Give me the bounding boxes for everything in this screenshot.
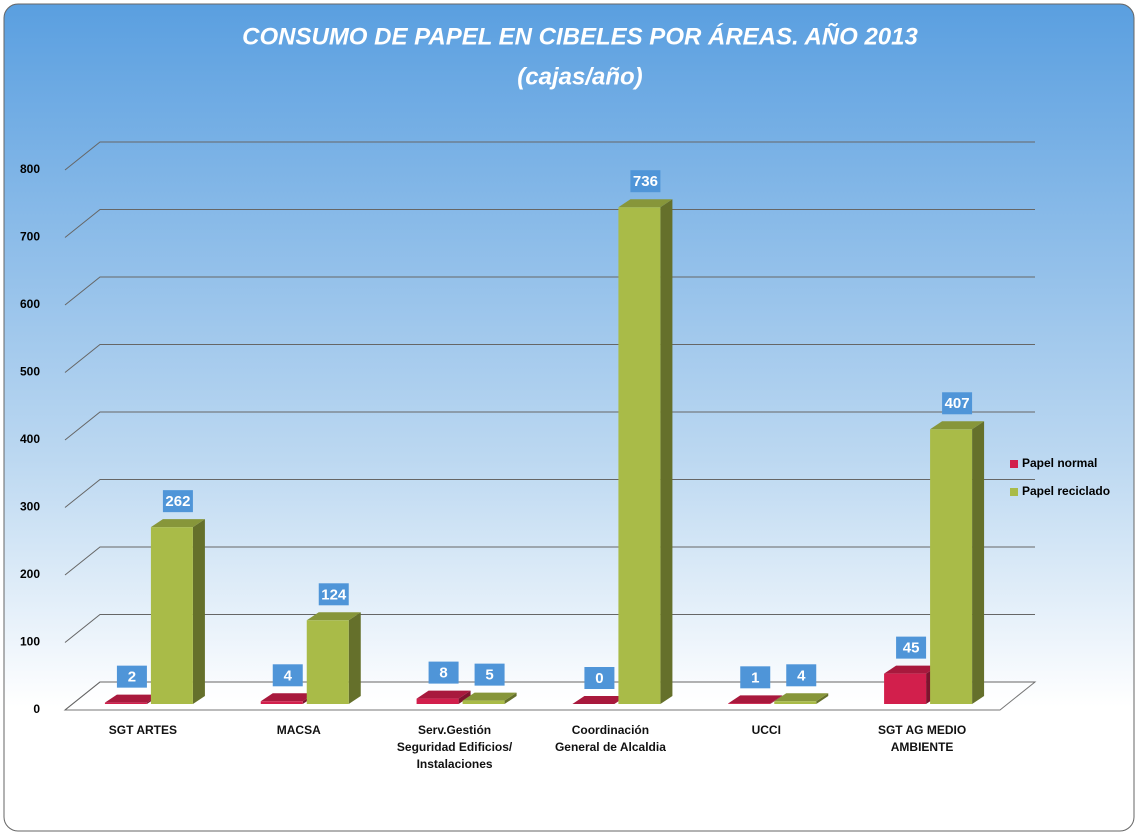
bar [150, 527, 193, 704]
value-label-box [318, 583, 349, 606]
bar-top [930, 421, 985, 430]
bar-top [884, 665, 939, 674]
value-label: 1 [751, 669, 759, 686]
bar [306, 620, 349, 704]
y-tick-label: 800 [20, 162, 40, 176]
value-label: 736 [633, 173, 658, 190]
bar-side [458, 690, 471, 704]
bar-top [306, 612, 361, 621]
value-label: 262 [165, 493, 190, 510]
bar-side [348, 612, 361, 704]
value-label-box [630, 170, 661, 193]
value-label-box [162, 490, 193, 513]
value-label-box [428, 661, 459, 684]
value-label-box [896, 636, 927, 659]
grid-line [64, 546, 1035, 576]
bar-side [504, 692, 517, 704]
y-tick-label: 300 [20, 500, 40, 514]
bar [728, 703, 771, 704]
legend-label: Papel reciclado [1022, 484, 1110, 498]
legend-swatch [1010, 488, 1018, 496]
grid-line [64, 479, 1035, 508]
bar-side [192, 519, 205, 704]
value-label: 4 [797, 667, 806, 684]
value-label: 407 [945, 395, 970, 412]
x-tick-label: SGT ARTES [108, 723, 178, 737]
value-label: 2 [128, 669, 136, 686]
legend-label: Papel normal [1022, 456, 1097, 470]
x-tick-label: Serv.Gestión Seguridad Edificios/ Instal… [396, 723, 513, 771]
bar-top [618, 199, 673, 208]
y-tick-label: 600 [20, 297, 40, 311]
y-tick-label: 500 [20, 365, 40, 379]
bar [104, 702, 147, 704]
y-tick-label: 0 [33, 702, 40, 716]
bar-top [774, 693, 829, 702]
y-tick-label: 700 [20, 230, 40, 244]
bar-top [104, 694, 159, 703]
bar [884, 673, 927, 704]
value-label-box [116, 665, 147, 688]
bar-top [728, 695, 783, 704]
bar [260, 701, 303, 704]
bar [416, 698, 459, 704]
bar-top [150, 519, 205, 528]
bar-top [260, 693, 315, 702]
background [3, 3, 1135, 832]
grid-line [64, 411, 1035, 441]
y-tick-label: 200 [20, 567, 40, 581]
grid-line [64, 209, 1035, 238]
bar-side [660, 199, 673, 704]
value-label: 8 [439, 665, 447, 682]
x-tick-label: UCCI [751, 723, 781, 737]
grid-line [64, 141, 1035, 171]
legend-swatch [1010, 460, 1018, 468]
bar-top [462, 692, 517, 701]
y-tick-label: 400 [20, 432, 40, 446]
grid-line [64, 614, 1035, 643]
bar-side [816, 693, 829, 704]
bar [774, 701, 817, 704]
bar [930, 429, 973, 704]
x-tick-label: MACSA [276, 723, 321, 737]
bar-side [770, 695, 783, 704]
chart-title: CONSUMO DE PAPEL EN CIBELES POR ÁREAS. A… [242, 22, 918, 50]
value-label: 0 [595, 670, 603, 687]
value-label: 4 [284, 667, 293, 684]
x-tick-label: Coordinación General de Alcaldia [554, 723, 666, 754]
grid-line [64, 681, 1035, 711]
chart-subtitle: (cajas/año) [517, 63, 642, 90]
grid-line [64, 344, 1035, 373]
value-label-box [740, 666, 771, 689]
value-label-box [786, 664, 817, 687]
x-tick-label: SGT AG MEDIO AMBIENTE [877, 723, 967, 754]
bar-top [416, 690, 471, 699]
value-label: 45 [903, 640, 920, 657]
value-label: 124 [321, 586, 347, 603]
bar [618, 207, 661, 704]
value-label-box [474, 663, 505, 686]
bar [462, 700, 505, 704]
value-label-box [272, 664, 303, 687]
grid-line [64, 276, 1035, 306]
y-tick-label: 100 [20, 635, 40, 649]
value-label: 5 [485, 667, 493, 684]
value-label-box [942, 392, 973, 415]
bar-side [972, 421, 985, 704]
bar-top [572, 696, 627, 704]
value-label-box [584, 667, 615, 689]
